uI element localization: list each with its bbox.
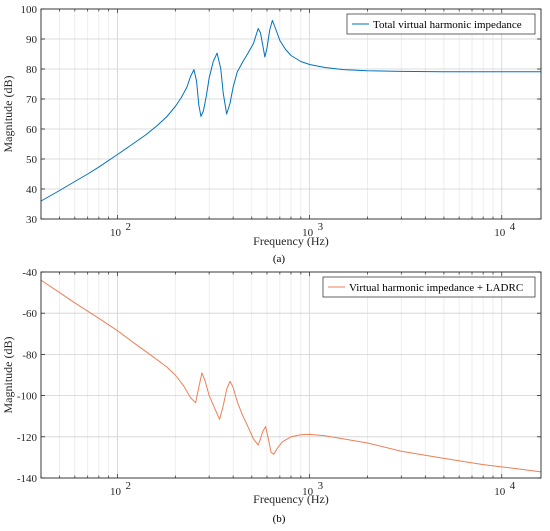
legend-label: Virtual harmonic impedance + LADRC <box>349 282 523 294</box>
x-tick-label: 10 <box>494 227 506 239</box>
y-tick-label: -40 <box>22 267 37 279</box>
x-tick-label-exponent: 4 <box>510 221 516 233</box>
legend: Virtual harmonic impedance + LADRC <box>322 276 536 298</box>
panel-caption: (a) <box>273 253 286 265</box>
x-tick-label-exponent: 2 <box>125 221 131 233</box>
x-tick-label-exponent: 3 <box>318 480 324 492</box>
y-tick-label: -120 <box>17 432 38 444</box>
y-tick-label: 90 <box>26 34 38 46</box>
x-tick-label: 10 <box>110 227 122 239</box>
x-tick-label-exponent: 2 <box>125 480 131 492</box>
legend-label: Total virtual harmonic impedance <box>373 19 522 31</box>
y-tick-label: 40 <box>26 184 38 196</box>
y-tick-label: 60 <box>26 124 38 136</box>
series-line <box>40 279 542 473</box>
legend-box <box>346 13 536 35</box>
x-axis-label: Frequency (Hz) <box>253 234 329 248</box>
y-tick-label: 50 <box>26 154 38 166</box>
y-tick-label: 80 <box>26 64 38 76</box>
x-tick-label: 10 <box>302 486 314 498</box>
y-tick-label: -140 <box>17 473 38 485</box>
y-tick-label: -60 <box>22 308 37 320</box>
y-tick-label: -100 <box>17 391 38 403</box>
x-tick-label-exponent: 3 <box>318 221 324 233</box>
legend: Total virtual harmonic impedance <box>346 13 536 35</box>
y-tick-label: 70 <box>26 94 38 106</box>
y-tick-label: -80 <box>22 349 37 361</box>
y-tick-label: 30 <box>26 214 38 226</box>
y-axis-label: Magnitude (dB) <box>1 76 15 153</box>
series-line <box>40 19 541 202</box>
x-tick-label: 10 <box>110 486 122 498</box>
x-tick-label: 10 <box>494 486 506 498</box>
x-axis-label: Frequency (Hz) <box>253 492 329 506</box>
x-tick-label-exponent: 4 <box>510 480 516 492</box>
y-tick-label: 100 <box>21 4 38 16</box>
legend-box <box>322 276 536 298</box>
panel-caption: (b) <box>273 513 286 525</box>
y-axis-label: Magnitude (dB) <box>1 337 15 414</box>
x-tick-label: 10 <box>302 227 314 239</box>
